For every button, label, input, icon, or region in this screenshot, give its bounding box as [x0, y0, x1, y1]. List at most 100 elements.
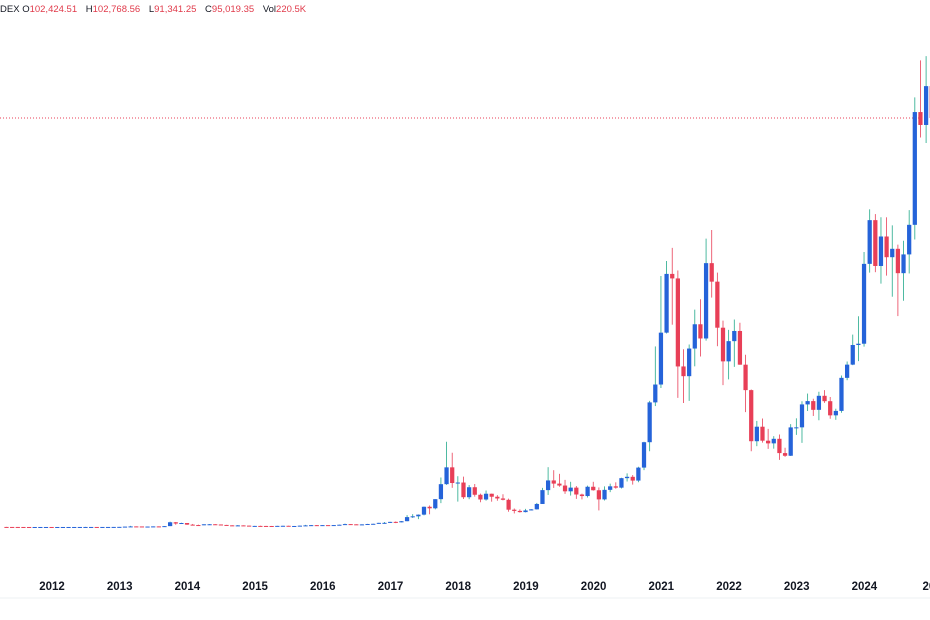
candle-body — [438, 484, 444, 500]
candle-2022-06 — [749, 389, 754, 452]
candle-body — [196, 525, 201, 527]
candle-2022-10 — [771, 436, 776, 449]
candle-2022-02 — [726, 329, 731, 380]
candle-body — [534, 503, 539, 510]
candle-2012-09 — [89, 526, 94, 528]
candle-2012-03 — [55, 526, 60, 528]
candle-2023-04 — [805, 393, 810, 411]
candle-2013-09 — [156, 526, 161, 528]
candle-body — [280, 525, 286, 527]
candle-2016-05 — [337, 524, 342, 526]
candle-body — [782, 453, 788, 456]
candle-2020-11 — [641, 441, 647, 471]
time-axis-tick-label: 2019 — [513, 581, 539, 593]
candle-body — [658, 332, 664, 385]
candle-2015-02 — [252, 525, 257, 527]
candle-2014-06 — [207, 524, 212, 526]
candle-body — [478, 494, 483, 500]
candle-body — [263, 525, 269, 527]
candle-2024-12 — [918, 60, 923, 138]
candle-2012-04 — [60, 526, 66, 528]
candle-body — [128, 526, 133, 528]
candle-2014-08 — [218, 524, 224, 526]
candle-2011-06 — [4, 526, 9, 528]
candle-body — [49, 526, 54, 528]
candle-body — [111, 526, 116, 528]
candle-2015-03 — [258, 525, 263, 527]
candle-2015-07 — [280, 525, 286, 527]
candle-2016-09 — [359, 524, 365, 526]
candle-2024-10 — [907, 210, 912, 274]
candle-body — [675, 278, 680, 367]
candle-2018-09 — [495, 495, 500, 501]
candle-2014-12 — [241, 525, 246, 527]
candle-2018-06 — [478, 493, 483, 503]
candle-2024-05 — [878, 217, 884, 284]
candle-2014-01 — [179, 522, 184, 524]
candle-body — [427, 506, 432, 509]
candle-body — [833, 410, 838, 416]
candle-2013-05 — [134, 526, 139, 528]
candle-2013-02 — [117, 526, 122, 528]
candle-2021-08 — [692, 309, 697, 367]
candle-2018-04 — [467, 485, 472, 500]
candle-2012-11 — [100, 526, 105, 528]
candle-2011-07 — [10, 526, 15, 528]
candle-2012-05 — [66, 526, 71, 528]
candle-2023-11 — [844, 361, 850, 381]
candle-2017-02 — [388, 521, 393, 523]
candle-body — [517, 510, 523, 513]
candle-2022-08 — [760, 418, 765, 443]
candle-2019-11 — [574, 486, 579, 499]
candle-2016-01 — [314, 524, 319, 527]
ohlc-legend: DEX O102,424.51 H102,768.56 L91,341.25 C… — [0, 0, 312, 20]
candle-body — [371, 523, 376, 525]
candle-2021-09 — [698, 299, 703, 357]
time-axis-tick-label: 2018 — [445, 581, 471, 593]
candle-body — [839, 377, 844, 411]
candle-2016-02 — [320, 525, 325, 527]
candle-body — [726, 341, 731, 362]
time-axis-tick-label: 202 — [923, 581, 930, 593]
candle-body — [258, 525, 263, 527]
candle-body — [596, 490, 602, 500]
candle-body — [850, 345, 855, 365]
candle-2022-05 — [743, 354, 748, 413]
candle-2016-04 — [331, 524, 336, 527]
candle-body — [489, 493, 494, 497]
candle-2012-02 — [49, 526, 54, 528]
candle-2015-12 — [309, 524, 314, 527]
candle-2019-07 — [551, 470, 556, 488]
candle-2017-12 — [444, 441, 449, 485]
candle-body — [342, 524, 348, 526]
candle-2019-09 — [562, 479, 568, 494]
candle-body — [844, 364, 850, 378]
time-axis-tick-label: 2015 — [242, 581, 268, 593]
time-axis: 2012 2013 2014 2015 2016 2017 2018 2019 2020 2021… — [39, 581, 930, 593]
candle-2019-08 — [557, 473, 562, 487]
candle-2022-12 — [782, 447, 788, 457]
candle-body — [624, 476, 630, 479]
candle-2013-11 — [167, 521, 173, 527]
legend-low-label: L — [148, 4, 155, 15]
candle-body — [602, 489, 607, 500]
candle-body — [331, 525, 336, 527]
candle-body — [630, 476, 635, 481]
candle-body — [918, 112, 923, 125]
candle-body — [529, 509, 534, 511]
candle-2021-01 — [653, 346, 658, 407]
candles-layer — [4, 56, 930, 528]
time-axis-tick-label: 2013 — [107, 581, 133, 593]
candle-2020-12 — [647, 400, 652, 452]
candle-2022-03 — [732, 319, 737, 367]
candle-body — [100, 526, 105, 528]
candle-body — [878, 236, 884, 266]
candle-body — [472, 487, 477, 495]
candle-2018-11 — [506, 498, 511, 512]
candle-body — [94, 526, 99, 528]
candle-2019-01 — [517, 509, 523, 513]
candle-body — [421, 506, 427, 515]
candle-body — [26, 526, 32, 528]
candle-body — [134, 526, 139, 528]
